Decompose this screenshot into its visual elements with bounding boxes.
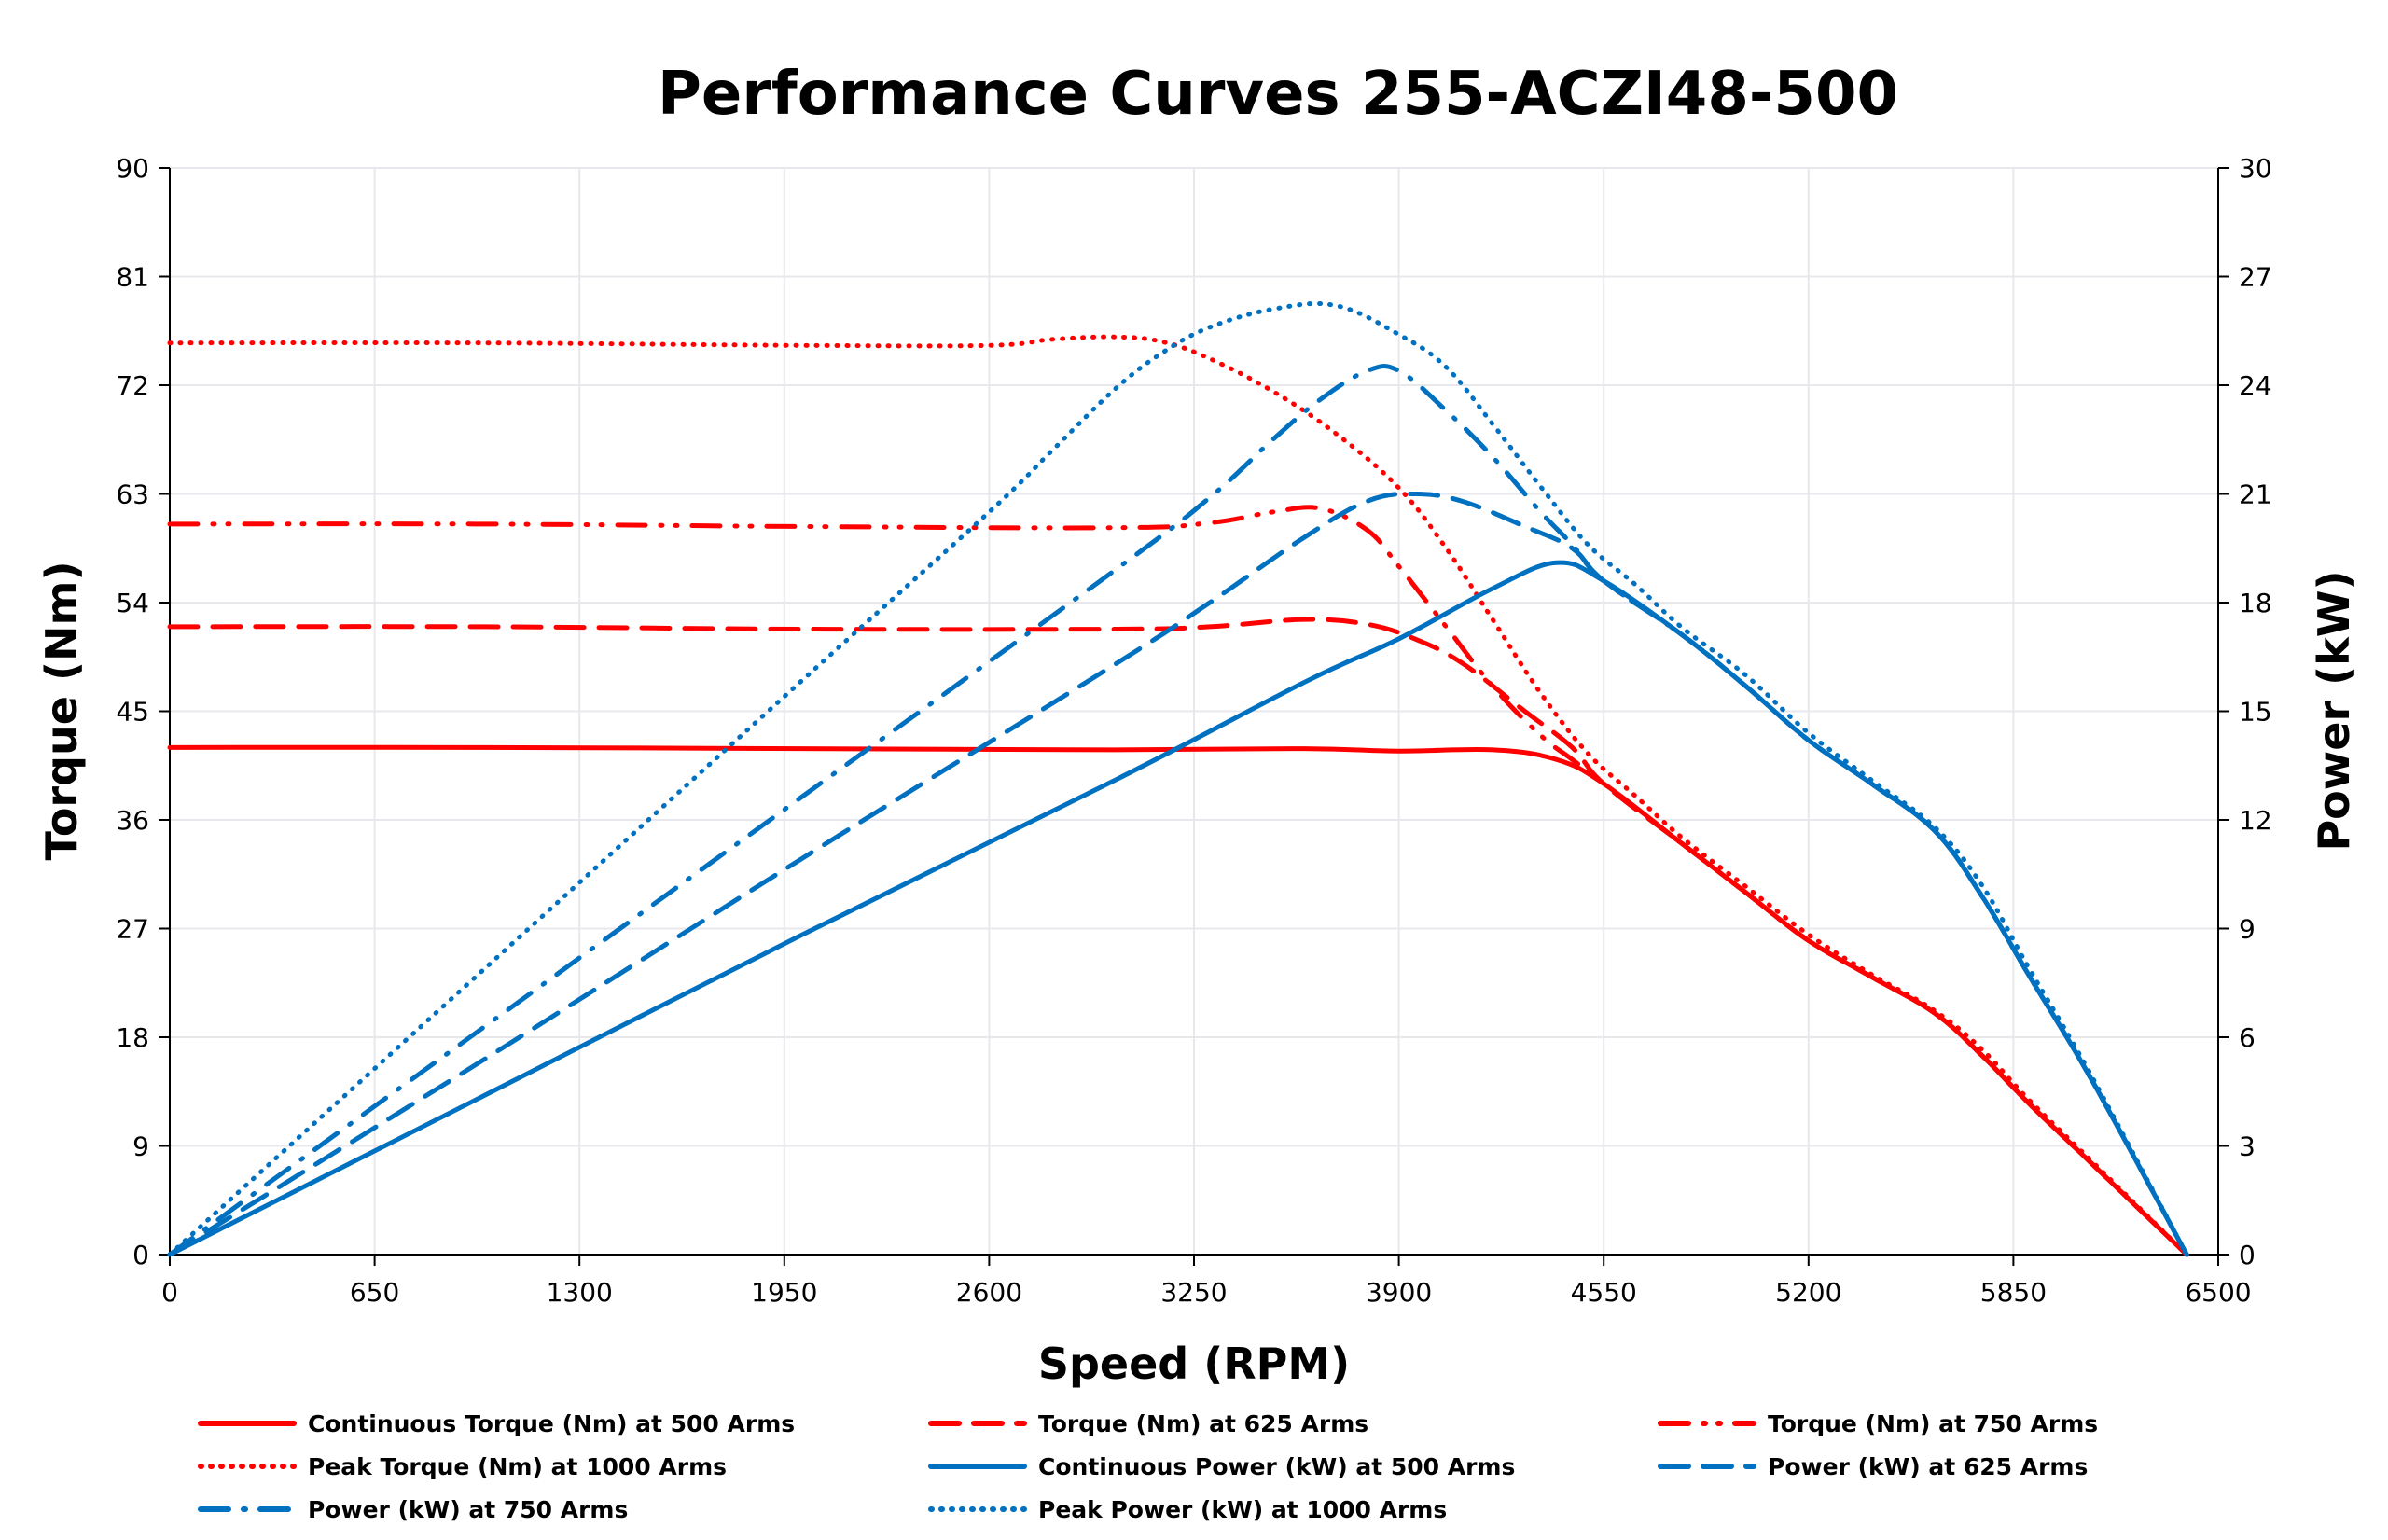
chart-title: Performance Curves 255-ACZI48-500 [658, 60, 1898, 129]
y-tick-label: 90 [116, 153, 149, 184]
y2-tick-label: 30 [2239, 153, 2272, 184]
y2-tick-label: 27 [2239, 262, 2272, 293]
y-tick-label: 0 [132, 1240, 149, 1270]
x-tick-label: 6500 [2185, 1277, 2251, 1308]
y-tick-label: 9 [132, 1131, 149, 1162]
y2-tick-label: 9 [2239, 914, 2256, 945]
y-tick-label: 81 [116, 262, 149, 293]
y2-axis-title: Power (kW) [2309, 570, 2359, 851]
legend-label: Continuous Torque (Nm) at 500 Arms [308, 1410, 795, 1437]
y-tick-label: 45 [116, 697, 149, 728]
y-tick-label: 54 [116, 588, 149, 618]
y2-tick-label: 21 [2239, 479, 2272, 510]
series-line-1 [167, 744, 2189, 1257]
series-lines [167, 300, 2189, 1257]
x-tick-label: 5200 [1775, 1277, 1841, 1308]
x-tick-label: 1300 [547, 1277, 613, 1308]
y2-tick-label: 6 [2239, 1022, 2256, 1053]
series-line-7 [167, 363, 2189, 1257]
y2-tick-label: 0 [2239, 1240, 2256, 1270]
x-tick-label: 650 [350, 1277, 399, 1308]
legend-label: Continuous Power (kW) at 500 Arms [1038, 1453, 1515, 1480]
axes: 0 650 1300 1950 2600 3250 3900 4550 5200 5850 6500… [116, 153, 2271, 1308]
y-tick-label: 36 [116, 805, 149, 836]
y-tick-label: 63 [116, 479, 149, 510]
x-tick-label: 3250 [1160, 1277, 1227, 1308]
x-tick-label: 4550 [1571, 1277, 1637, 1308]
y-tick-label: 18 [116, 1022, 149, 1053]
series-line-2 [167, 617, 2189, 1257]
x-axis-title: Speed (RPM) [1038, 1339, 1350, 1389]
series-line-6 [167, 491, 2189, 1257]
series-line-8 [167, 300, 2189, 1257]
y2-tick-label: 24 [2239, 370, 2272, 401]
y2-tick-label: 3 [2239, 1131, 2256, 1162]
legend: Continuous Torque (Nm) at 500 Arms Torque… [198, 1410, 2098, 1523]
x-tick-label: 1950 [751, 1277, 817, 1308]
legend-label: Power (kW) at 750 Arms [308, 1496, 628, 1523]
series-line-4 [167, 334, 2189, 1257]
y-tick-label: 27 [116, 914, 149, 945]
y2-tick-label: 15 [2239, 697, 2272, 728]
series-line-3 [167, 505, 2189, 1257]
x-tick-label: 5850 [1980, 1277, 2047, 1308]
y-tick-label: 72 [116, 370, 149, 401]
grid [169, 167, 2219, 1256]
legend-label: Peak Power (kW) at 1000 Arms [1038, 1496, 1447, 1523]
y-axis-title: Torque (Nm) [36, 562, 87, 861]
x-tick-label: 2600 [956, 1277, 1022, 1308]
series-line-5 [167, 560, 2189, 1257]
legend-label: Peak Torque (Nm) at 1000 Arms [308, 1453, 727, 1480]
x-tick-label: 0 [161, 1277, 178, 1308]
legend-label: Torque (Nm) at 750 Arms [1768, 1410, 2098, 1437]
legend-label: Power (kW) at 625 Arms [1768, 1453, 2088, 1480]
y2-tick-label: 18 [2239, 588, 2272, 618]
legend-label: Torque (Nm) at 625 Arms [1038, 1410, 1368, 1437]
y2-tick-label: 12 [2239, 805, 2272, 836]
x-tick-label: 3900 [1366, 1277, 1432, 1308]
